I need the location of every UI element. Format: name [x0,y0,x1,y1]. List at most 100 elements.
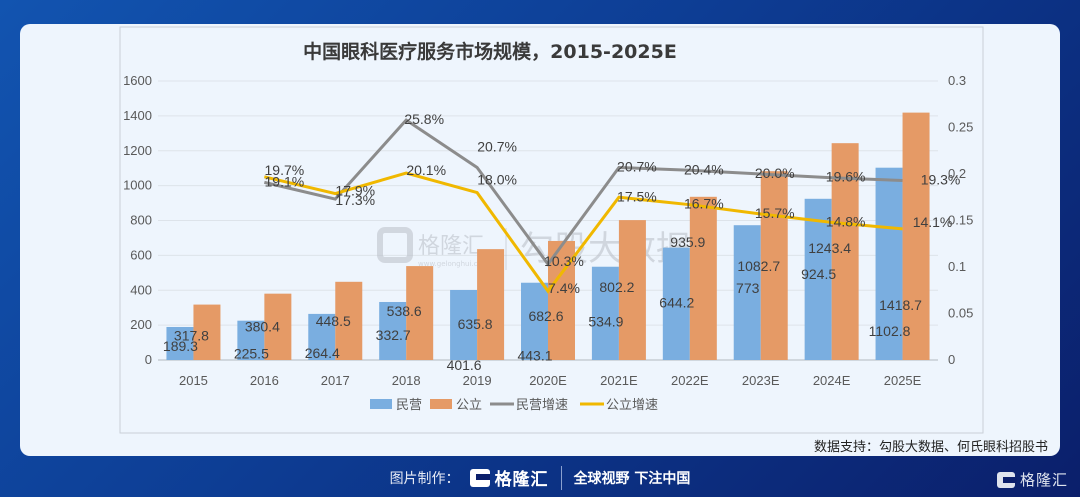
data-label: 19.3% [921,172,961,188]
data-label: 19.6% [826,169,866,185]
watermark-url: www.gelonghui.com [418,260,489,268]
data-label: 1418.7 [879,297,922,313]
data-label: 19.7% [265,162,305,178]
bar-private [308,313,336,360]
watermark-brand: 格隆汇 [418,234,484,259]
watermark-logo-icon [377,227,413,263]
data-label: 538.6 [387,303,422,319]
lines [264,118,903,294]
data-label: 189.3 [163,338,198,354]
y-tick-label: 0 [145,352,152,367]
data-label: 773 [736,280,760,296]
data-label: 924.5 [801,266,836,282]
data-label: 380.4 [245,319,280,335]
y2-tick-label: 0.05 [948,306,973,321]
made-by-label: 图片制作： [389,470,460,487]
legend-label: 民营增速 [516,398,568,413]
line-private-growth [264,118,903,267]
data-label: 317.8 [174,328,209,344]
data-label: 264.4 [305,345,340,361]
data-label: 20.4% [684,161,724,177]
data-label: 10.3% [544,253,584,269]
x-tick-label: 2017 [321,373,350,388]
data-label: 17.3% [335,192,375,208]
y-tick-label: 1400 [123,108,152,123]
data-label: 20.0% [755,165,795,181]
data-label: 14.8% [826,213,866,229]
x-tick-label: 2018 [392,373,421,388]
data-label: 15.7% [755,205,795,221]
data-label: 534.9 [588,314,623,330]
bar-public [689,196,717,360]
corner-logo-icon [996,471,1017,488]
bar-private [237,320,265,360]
data-label: 225.5 [234,346,269,362]
bar-private [521,282,548,360]
data-label: 448.5 [316,313,351,329]
footer-divider [560,465,562,490]
bar-public [406,266,434,360]
data-label: 802.2 [599,279,634,295]
x-tick-label: 2022E [671,373,709,388]
legend-label: 民营 [396,398,422,413]
data-label: 635.8 [458,316,493,332]
bar-private [875,167,903,360]
y2-tick-label: 0.1 [948,259,966,274]
legend-swatch [430,399,452,409]
data-label: 16.7% [684,196,724,212]
bar-public [902,112,930,360]
data-label: 1082.7 [737,258,780,274]
legend-swatch [370,399,392,409]
bar-private [662,247,690,360]
legend: 民营 公立 民营增速 公立增速 [370,398,658,413]
bar-private [733,225,761,360]
bar-public [264,293,292,360]
data-label: 20.1% [406,162,446,178]
x-tick-label: 2020E [529,373,567,388]
bar-private [591,266,619,360]
data-label: 18.0% [477,172,517,188]
corner-brand-text: 格隆汇 [1019,471,1068,489]
y-tick-label: 1000 [123,178,152,193]
bar-private [804,198,832,360]
data-label: 17.5% [617,188,657,204]
x-tick-label: 2019 [463,373,492,388]
source-note: 数据支持：勾股大数据、何氏眼科招股书 [813,440,1048,455]
x-tick-label: 2015 [179,373,208,388]
bar-public [760,171,788,360]
y2-tick-label: 0 [948,352,955,367]
data-label: 443.1 [517,348,552,364]
x-tick-label: 2016 [250,373,279,388]
data-label: 644.2 [659,295,694,311]
y-tick-label: 800 [130,213,152,228]
data-label: 401.6 [447,357,482,373]
footer: 图片制作： 格隆汇 全球视野 下注中国 [0,458,1080,497]
y-tick-label: 200 [130,317,152,332]
bar-private [166,326,194,360]
x-tick-label: 2021E [600,373,638,388]
data-label: 1243.4 [808,240,851,256]
data-label: 935.9 [670,234,705,250]
legend-label: 公立 [456,398,482,413]
y-tick-label: 600 [130,247,152,262]
data-label: 682.6 [528,308,563,324]
y2-tick-label: 0.2 [948,166,966,181]
brand-logo-icon [469,468,490,487]
footer-brand: 格隆汇 [494,470,549,490]
data-label: 17.9% [335,183,375,199]
data-label: 332.7 [376,327,411,343]
legend-label: 公立增速 [606,398,658,413]
bar-public [618,220,646,360]
line-public-growth [264,171,903,294]
y2-tick-label: 0.3 [948,73,966,88]
chart-title: 中国眼科医疗服务市场规模，2015-2025E [303,40,677,63]
data-label: 20.7% [477,138,517,154]
data-label: 25.8% [404,111,444,127]
x-tick-label: 2024E [813,373,851,388]
axes: 0 200 400 600 800 1000 1200 1400 1600 0 0.05 0.1 0.1… [123,73,973,388]
y2-tick-label: 0.25 [948,120,973,135]
data-label: 19.1% [265,173,305,189]
y-tick-label: 1200 [123,143,152,158]
data-label: 7.4% [548,280,580,296]
y-tick-label: 400 [130,282,152,297]
